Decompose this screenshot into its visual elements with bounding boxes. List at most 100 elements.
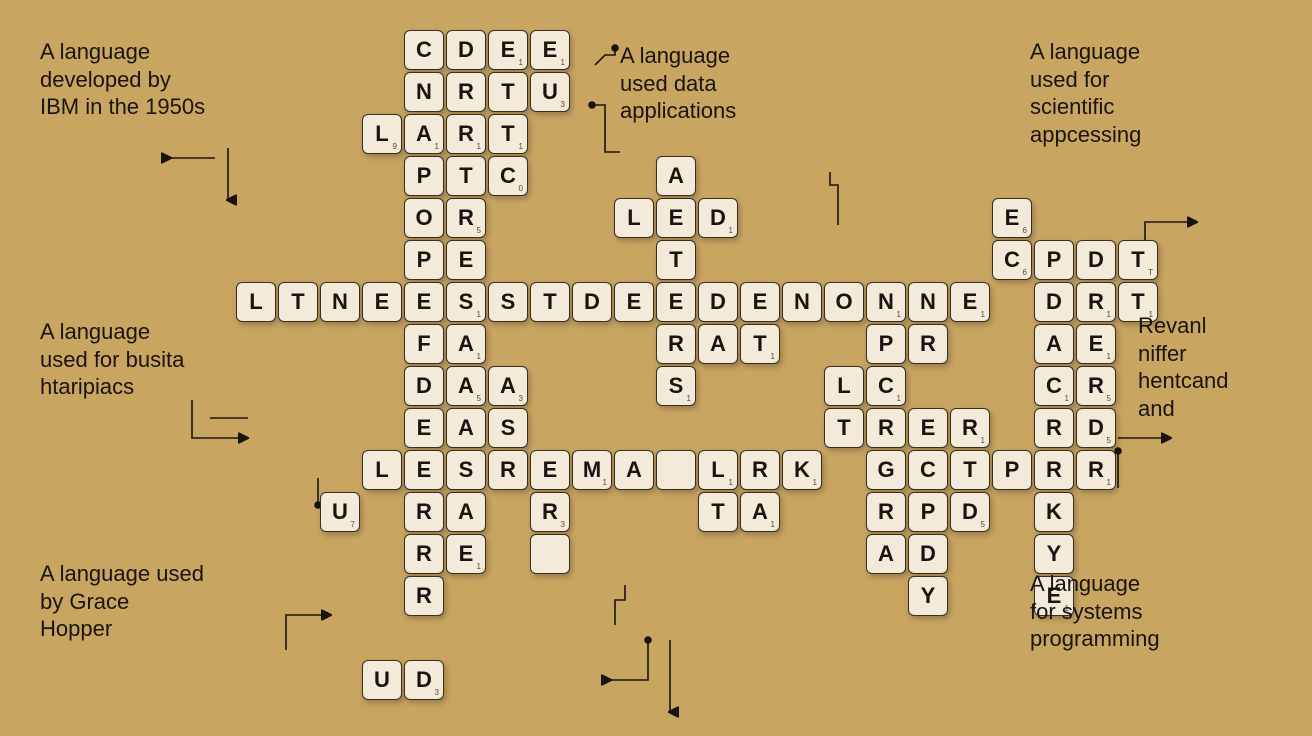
tile-R[interactable]: R5	[1076, 366, 1116, 406]
tile-blank[interactable]	[656, 450, 696, 490]
tile-R[interactable]: R3	[530, 492, 570, 532]
tile-N[interactable]: N	[404, 72, 444, 112]
tile-R[interactable]: R	[866, 408, 906, 448]
tile-N[interactable]: N	[782, 282, 822, 322]
tile-L[interactable]: L9	[362, 114, 402, 154]
tile-P[interactable]: P	[404, 156, 444, 196]
tile-C[interactable]: C6	[992, 240, 1032, 280]
tile-R[interactable]: R1	[950, 408, 990, 448]
tile-Y[interactable]: Y	[1034, 534, 1074, 574]
tile-D[interactable]: D5	[950, 492, 990, 532]
tile-E[interactable]: E	[908, 408, 948, 448]
tile-blank[interactable]	[530, 534, 570, 574]
tile-P[interactable]: P	[908, 492, 948, 532]
tile-O[interactable]: O	[824, 282, 864, 322]
tile-R[interactable]: R	[1034, 408, 1074, 448]
tile-E[interactable]: E	[404, 282, 444, 322]
tile-A[interactable]: A	[656, 156, 696, 196]
tile-O[interactable]: O	[404, 198, 444, 238]
tile-N[interactable]: N	[908, 282, 948, 322]
tile-A[interactable]: A3	[488, 366, 528, 406]
tile-T[interactable]: T	[278, 282, 318, 322]
tile-T[interactable]: T1	[740, 324, 780, 364]
tile-D[interactable]: D	[1034, 282, 1074, 322]
tile-D[interactable]: D	[1076, 240, 1116, 280]
tile-E[interactable]: E	[740, 282, 780, 322]
tile-A[interactable]: A	[614, 450, 654, 490]
tile-A[interactable]: A	[698, 324, 738, 364]
tile-D[interactable]: D	[698, 282, 738, 322]
tile-U[interactable]: U7	[320, 492, 360, 532]
tile-L[interactable]: L	[236, 282, 276, 322]
tile-R[interactable]: R	[404, 534, 444, 574]
tile-E[interactable]: E1	[950, 282, 990, 322]
tile-T[interactable]: T	[950, 450, 990, 490]
tile-D[interactable]: D	[572, 282, 612, 322]
tile-E[interactable]: E1	[530, 30, 570, 70]
tile-A[interactable]: A	[446, 408, 486, 448]
tile-E[interactable]: E1	[488, 30, 528, 70]
tile-C[interactable]: C	[908, 450, 948, 490]
tile-F[interactable]: F	[404, 324, 444, 364]
tile-E[interactable]: E	[656, 282, 696, 322]
tile-U[interactable]: U	[362, 660, 402, 700]
tile-D[interactable]: D5	[1076, 408, 1116, 448]
tile-E[interactable]: E	[614, 282, 654, 322]
tile-R[interactable]: R1	[1076, 450, 1116, 490]
tile-D[interactable]: D	[446, 30, 486, 70]
tile-L[interactable]: L	[824, 366, 864, 406]
tile-T[interactable]: T	[656, 240, 696, 280]
tile-T[interactable]: T	[446, 156, 486, 196]
tile-L[interactable]: L	[362, 450, 402, 490]
tile-P[interactable]: P	[992, 450, 1032, 490]
tile-T[interactable]: T	[530, 282, 570, 322]
tile-P[interactable]: P	[1034, 240, 1074, 280]
tile-E[interactable]: E1	[1076, 324, 1116, 364]
tile-S[interactable]: S	[488, 282, 528, 322]
tile-G[interactable]: G	[866, 450, 906, 490]
tile-C[interactable]: C0	[488, 156, 528, 196]
tile-R[interactable]: R	[740, 450, 780, 490]
tile-S[interactable]: S1	[656, 366, 696, 406]
tile-M[interactable]: M1	[572, 450, 612, 490]
tile-A[interactable]: A1	[404, 114, 444, 154]
tile-C[interactable]: C1	[1034, 366, 1074, 406]
tile-N[interactable]: N	[320, 282, 360, 322]
tile-L[interactable]: L	[614, 198, 654, 238]
tile-E[interactable]: E	[404, 450, 444, 490]
tile-C[interactable]: C1	[866, 366, 906, 406]
tile-E[interactable]: E1	[446, 534, 486, 574]
tile-T[interactable]: T1	[488, 114, 528, 154]
tile-E[interactable]: E6	[992, 198, 1032, 238]
tile-S[interactable]: S1	[446, 282, 486, 322]
tile-U[interactable]: U3	[530, 72, 570, 112]
tile-T[interactable]: TT	[1118, 240, 1158, 280]
tile-A[interactable]: A	[1034, 324, 1074, 364]
tile-P[interactable]: P	[404, 240, 444, 280]
tile-A[interactable]: A	[866, 534, 906, 574]
tile-R[interactable]: R	[656, 324, 696, 364]
tile-D[interactable]: D1	[698, 198, 738, 238]
tile-R[interactable]: R	[866, 492, 906, 532]
tile-R[interactable]: R1	[1076, 282, 1116, 322]
tile-R[interactable]: R	[404, 576, 444, 616]
tile-E[interactable]: E	[530, 450, 570, 490]
tile-Y[interactable]: Y	[908, 576, 948, 616]
tile-R[interactable]: R	[908, 324, 948, 364]
tile-P[interactable]: P	[866, 324, 906, 364]
tile-E[interactable]: E	[446, 240, 486, 280]
tile-R[interactable]: R	[404, 492, 444, 532]
tile-T[interactable]: T	[488, 72, 528, 112]
tile-D[interactable]: D3	[404, 660, 444, 700]
tile-T[interactable]: T	[824, 408, 864, 448]
tile-S[interactable]: S	[488, 408, 528, 448]
tile-E[interactable]: E	[656, 198, 696, 238]
tile-R[interactable]: R	[488, 450, 528, 490]
tile-E[interactable]: E	[362, 282, 402, 322]
tile-A[interactable]: A5	[446, 366, 486, 406]
tile-A[interactable]: A1	[740, 492, 780, 532]
tile-E[interactable]: E	[404, 408, 444, 448]
tile-R[interactable]: R	[446, 72, 486, 112]
tile-D[interactable]: D	[908, 534, 948, 574]
tile-R[interactable]: R1	[446, 114, 486, 154]
